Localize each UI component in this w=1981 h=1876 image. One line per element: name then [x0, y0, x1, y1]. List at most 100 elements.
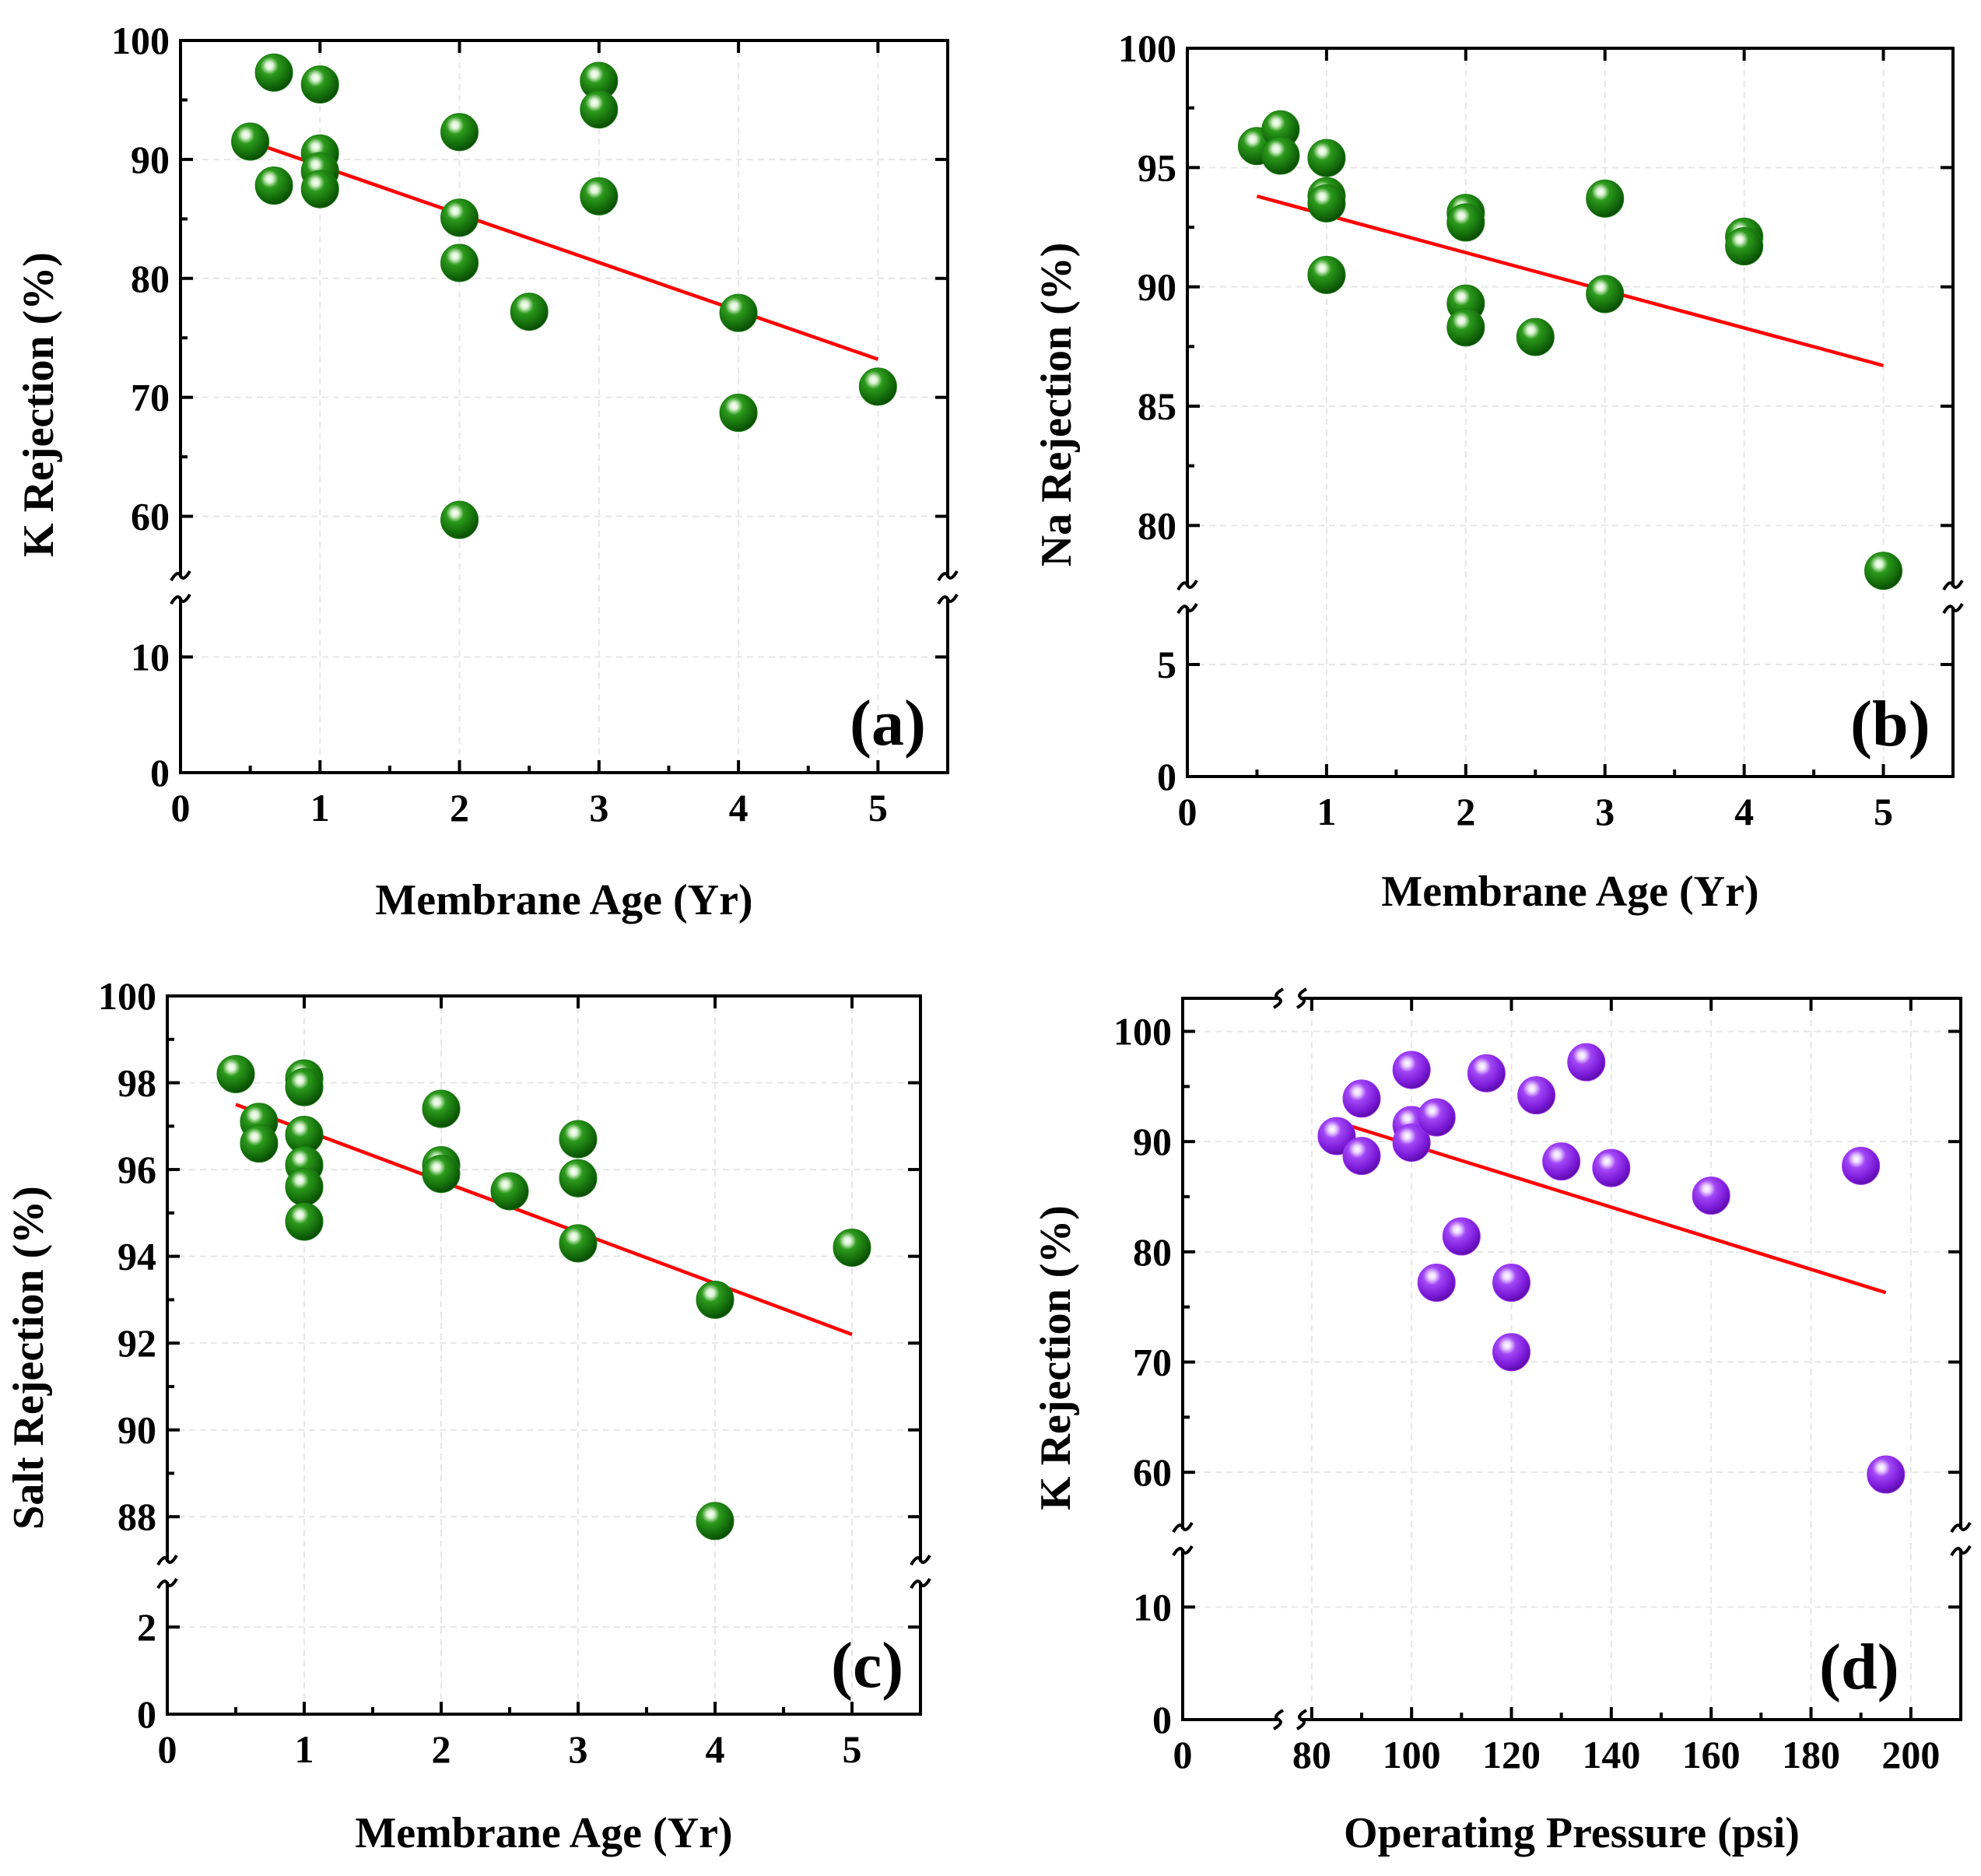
- y-break-gap-left: [170, 577, 191, 598]
- panel-label: (a): [850, 687, 926, 759]
- x-tick-label: 1: [295, 1727, 314, 1771]
- data-point: [1592, 1148, 1631, 1187]
- y-break-mark-left: [156, 1577, 178, 1590]
- panel-label: (d): [1819, 1631, 1899, 1703]
- data-point: [1446, 308, 1485, 347]
- y-tick-label: 88: [117, 1495, 156, 1538]
- data-point: [1307, 139, 1346, 177]
- y-break-mark-left: [170, 570, 191, 582]
- x-tick-label: 1: [1317, 790, 1336, 833]
- y-break-mark-right: [1942, 602, 1964, 615]
- y-break-mark-right: [937, 593, 959, 605]
- x-tick-label: 3: [569, 1727, 588, 1771]
- y-tick-label: 94: [117, 1235, 156, 1278]
- x-tick-label: 2: [1456, 790, 1475, 833]
- y-tick-label: 80: [1138, 503, 1176, 547]
- plot-frame: [1186, 47, 1955, 778]
- data-point: [422, 1155, 461, 1194]
- chart-panel-c: 0 2 88 90 92 94 96 98 100 0 1 2 3 4 5 (c) Membrane Age (…: [5, 974, 931, 1857]
- x-axis-title: Membrane Age (Yr): [1381, 868, 1758, 916]
- fit-line: [235, 1103, 853, 1337]
- y-tick-label: 98: [117, 1061, 156, 1105]
- y-break-mark-right: [910, 1577, 931, 1590]
- y-tick-label: 90: [131, 138, 170, 181]
- data-point: [696, 1502, 735, 1541]
- panel-label: (b): [1850, 688, 1930, 760]
- x-tick-label: 3: [1595, 790, 1615, 833]
- data-point: [1864, 552, 1903, 591]
- y-break-mark-right: [910, 1554, 931, 1566]
- panel-label: (c): [831, 1629, 903, 1702]
- data-point: [285, 1068, 324, 1106]
- x-tick-label: 0: [171, 786, 191, 829]
- y-tick-label: 60: [131, 495, 170, 538]
- x-tick-label: 0: [1178, 790, 1197, 833]
- data-point: [216, 1054, 255, 1093]
- x-tick-label: 5: [1874, 790, 1893, 833]
- data-point: [1567, 1043, 1606, 1082]
- chart-panel-d: 0 10 60 70 80 90 100 0 80 100 120 140 160 180 200 (d) Op…: [1032, 987, 1972, 1857]
- data-point: [858, 367, 897, 406]
- data-point: [1492, 1264, 1530, 1302]
- data-point: [1867, 1455, 1906, 1494]
- x-tick-label: 3: [589, 786, 608, 829]
- y-tick-label: 0: [1157, 755, 1176, 798]
- y-break-gap-right: [910, 1562, 931, 1582]
- y-axis-title: K Rejection (%): [15, 252, 63, 557]
- y-break-gap-left: [1172, 1529, 1194, 1549]
- chart-panel-a: 0 10 60 70 80 90 100 0 1 2 3 4 5 (a) Membrane Age (Yr)…: [15, 19, 959, 924]
- y-break-mark-right: [1950, 1545, 1972, 1557]
- y-break-mark-left: [170, 593, 191, 605]
- data-point: [510, 293, 549, 331]
- fit-line: [1256, 194, 1885, 368]
- chart-panel-b: 0 5 80 85 90 95 100 0 1 2 3 4 5 (b) Membrane Age (Yr) N…: [1033, 26, 1964, 916]
- x-break-mark: [1272, 1709, 1285, 1730]
- y-tick-label: 10: [1133, 1585, 1172, 1629]
- data-point: [300, 170, 339, 209]
- data-point: [254, 53, 293, 92]
- data-point: [719, 394, 758, 433]
- y-break-mark-right: [937, 570, 959, 582]
- data-point: [1446, 203, 1485, 242]
- x-break-gap-top: [1280, 989, 1300, 1008]
- y-axis-title: K Rejection (%): [1032, 1205, 1080, 1510]
- data-point: [1261, 136, 1300, 175]
- x-tick-label: 80: [1292, 1733, 1331, 1776]
- data-point: [1517, 1076, 1556, 1115]
- data-point: [1442, 1217, 1481, 1256]
- y-break-gap-right: [1950, 1529, 1972, 1549]
- data-point: [440, 500, 479, 539]
- data-point: [440, 244, 479, 282]
- data-point: [1417, 1098, 1456, 1137]
- data-point: [559, 1120, 598, 1159]
- plot-frame: [1181, 997, 1962, 1721]
- x-tick-label: 140: [1582, 1733, 1640, 1776]
- y-axis-title: Salt Rejection (%): [5, 1186, 53, 1530]
- data-point: [559, 1159, 598, 1197]
- y-break-mark-left: [156, 1554, 178, 1566]
- data-point: [1842, 1146, 1881, 1185]
- data-point: [440, 198, 479, 237]
- x-tick-label: 4: [729, 786, 749, 829]
- data-point: [1692, 1176, 1730, 1215]
- y-tick-label: 10: [131, 635, 170, 679]
- data-point: [1392, 1124, 1431, 1162]
- x-break-mark: [1272, 987, 1285, 1009]
- data-point: [490, 1172, 529, 1211]
- x-tick-label: 160: [1682, 1733, 1741, 1776]
- x-tick-label: 4: [1734, 790, 1754, 833]
- y-tick-label: 100: [111, 19, 170, 62]
- plot-frame: [166, 994, 922, 1716]
- y-break-mark-left: [1176, 602, 1198, 615]
- data-point: [1342, 1079, 1381, 1118]
- data-point: [254, 167, 293, 205]
- y-tick-label: 2: [137, 1605, 156, 1649]
- y-axis-title: Na Rejection (%): [1033, 243, 1081, 567]
- y-tick-label: 96: [117, 1148, 156, 1191]
- data-point: [1492, 1333, 1530, 1372]
- data-point: [1392, 1050, 1431, 1089]
- y-break-mark-left: [1172, 1521, 1194, 1534]
- y-tick-label: 90: [1138, 265, 1176, 309]
- x-tick-label: 0: [158, 1727, 177, 1771]
